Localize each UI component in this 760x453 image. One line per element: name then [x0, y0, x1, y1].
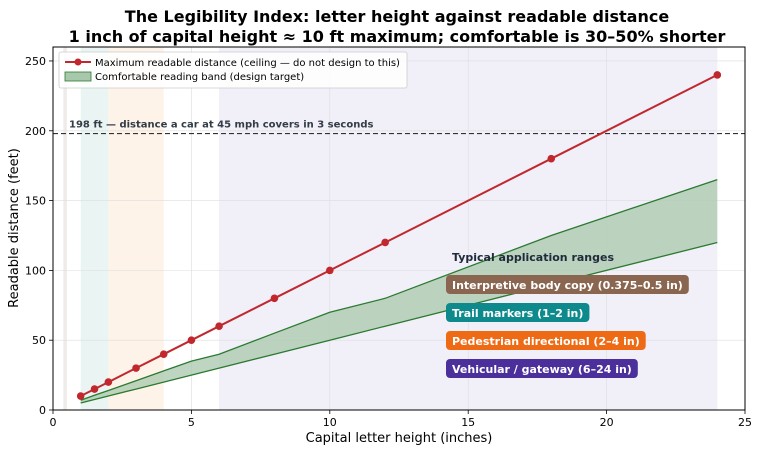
max-distance-point [76, 392, 85, 400]
application-range-text: Pedestrian directional (2–4 in) [452, 335, 640, 348]
max-distance-point [132, 364, 140, 372]
application-range-label-2: Pedestrian directional (2–4 in) [446, 331, 646, 350]
x-tick-label: 25 [738, 416, 752, 429]
max-distance-point [547, 154, 556, 163]
application-range-label-0: Interpretive body copy (0.375–0.5 in) [446, 275, 689, 294]
comfortable-band-group [80, 178, 718, 404]
max-distance-point [187, 336, 196, 344]
max-distance-point [215, 322, 223, 331]
range-shade-2 [108, 47, 164, 410]
max-distance-point [713, 71, 722, 79]
range-shade-0 [63, 47, 67, 410]
legend-band-label: Comfortable reading band (design target) [95, 72, 304, 83]
application-range-label-1: Trail markers (1–2 in) [446, 303, 590, 322]
application-range-text: Trail markers (1–2 in) [452, 307, 583, 320]
y-axis-label: Readable distance (feet) [7, 148, 22, 308]
application-range-box [446, 303, 590, 322]
comfortable-band-area [80, 179, 718, 403]
max-distance-point [270, 294, 279, 303]
max-distance-point [90, 385, 99, 393]
legend-max-marker-swatch [74, 58, 82, 66]
max-distance-series [76, 71, 722, 400]
x-tick-label: 10 [323, 416, 337, 429]
range-shade-1 [80, 47, 109, 410]
application-range-box [446, 275, 689, 294]
x-tick-label: 0 [50, 416, 57, 429]
comfortable-band-upper-edge [80, 178, 718, 401]
x-tick-label: 20 [600, 416, 614, 429]
y-tick-label: 200 [25, 125, 46, 138]
application-range-text: Vehicular / gateway (6–24 in) [452, 363, 632, 376]
application-range-labels: Interpretive body copy (0.375–0.5 in) Tra… [446, 275, 689, 378]
application-range-box [446, 331, 646, 350]
y-tick-label: 250 [25, 55, 46, 68]
application-range-label-3: Vehicular / gateway (6–24 in) [446, 359, 638, 378]
x-tick-label: 15 [461, 416, 475, 429]
application-ranges-heading: Typical application ranges [452, 251, 614, 264]
legend-box [58, 51, 408, 89]
x-tick-label: 5 [188, 416, 195, 429]
max-distance-point [159, 350, 168, 358]
reference-line-label: 198 ft — distance a car at 45 mph covers… [69, 120, 373, 131]
legend-max-label: Maximum readable distance (ceiling — do … [95, 58, 400, 69]
legend: Maximum readable distance (ceiling — do … [58, 51, 408, 89]
y-tick-label: 0 [39, 404, 46, 417]
max-distance-point [326, 266, 334, 275]
y-axis-ticks: 0 50 100 150 200 250 [25, 55, 53, 417]
x-axis-ticks: 0 5 10 15 20 25 [50, 410, 752, 429]
max-distance-point [381, 238, 389, 247]
y-tick-label: 100 [25, 264, 46, 277]
max-distance-point [104, 378, 113, 386]
comfortable-band-lower-edge [80, 241, 718, 404]
legend-band-swatch [64, 71, 92, 82]
plot-frame [52, 46, 746, 411]
application-range-box [446, 359, 638, 378]
application-range-text: Interpretive body copy (0.375–0.5 in) [452, 279, 683, 292]
chart-subtitle: 1 inch of capital height ≈ 10 ft maximum… [69, 27, 726, 46]
chart-title: The Legibility Index: letter height agai… [125, 7, 670, 26]
reference-line-group: 198 ft — distance a car at 45 mph covers… [53, 120, 745, 135]
x-axis-label: Capital letter height (inches) [306, 431, 493, 446]
y-tick-label: 50 [32, 334, 46, 347]
y-tick-label: 150 [25, 195, 46, 208]
